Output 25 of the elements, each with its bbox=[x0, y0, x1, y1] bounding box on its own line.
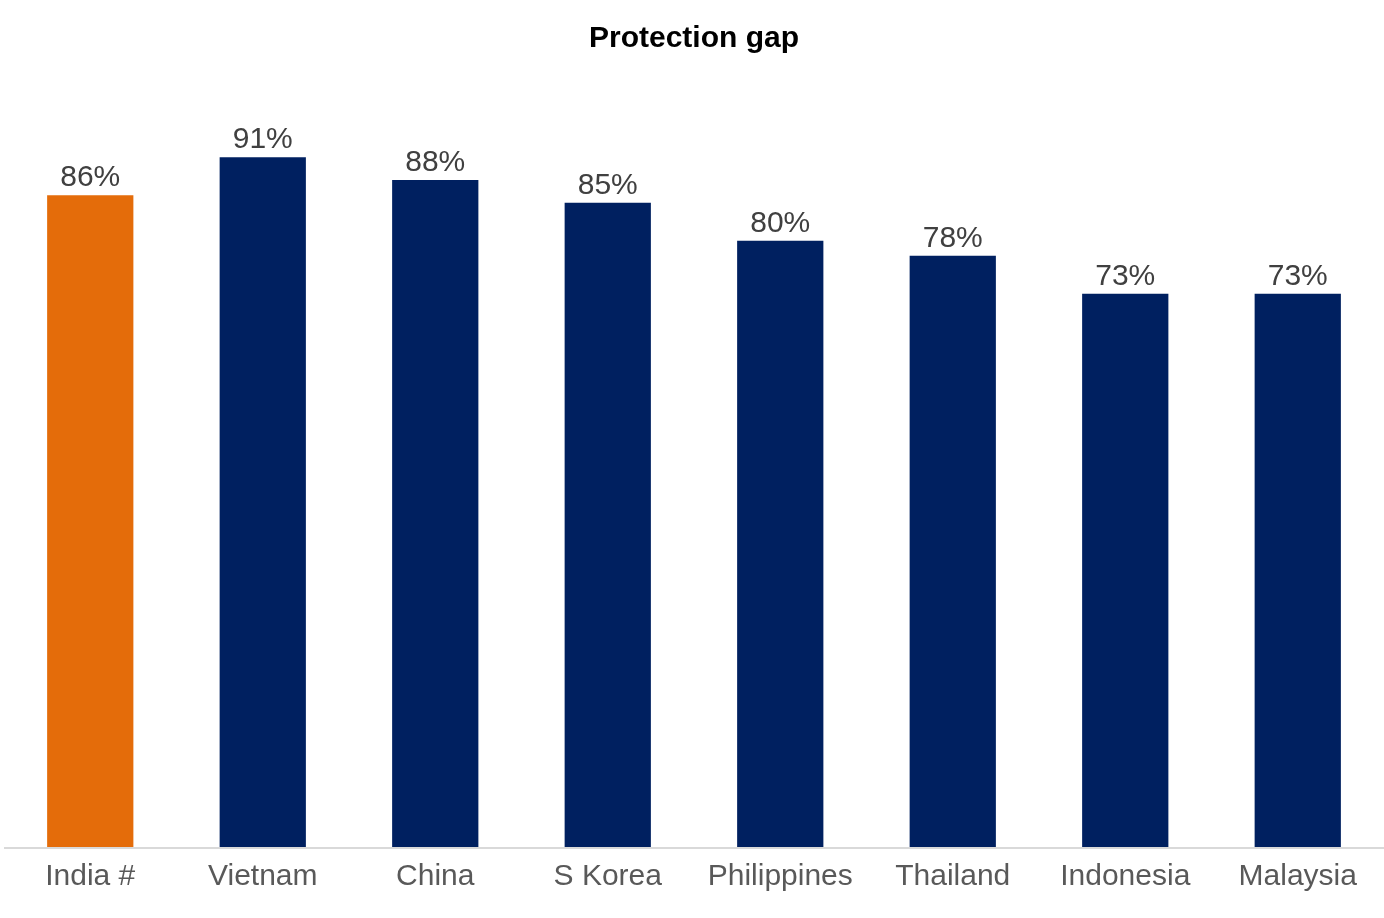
x-tick-label: Philippines bbox=[707, 858, 853, 891]
x-tick-label: Malaysia bbox=[1238, 858, 1358, 891]
bar bbox=[737, 240, 824, 847]
data-label: 73% bbox=[1267, 257, 1328, 291]
data-label: 86% bbox=[60, 159, 121, 193]
bar bbox=[1254, 293, 1341, 847]
data-label: 73% bbox=[1095, 257, 1156, 291]
chart-title: Protection gap bbox=[588, 19, 800, 53]
bar bbox=[392, 179, 479, 847]
data-label: 88% bbox=[405, 143, 466, 177]
x-tick-label: India # bbox=[45, 858, 136, 891]
x-tick-label: Thailand bbox=[895, 858, 1011, 891]
data-label: 80% bbox=[750, 204, 811, 238]
data-label: 78% bbox=[922, 219, 983, 253]
bar bbox=[909, 255, 996, 847]
bar bbox=[1082, 293, 1169, 847]
data-label: 85% bbox=[577, 166, 638, 200]
data-label: 91% bbox=[232, 121, 293, 155]
x-tick-label: China bbox=[396, 858, 475, 891]
bar bbox=[564, 202, 651, 847]
x-tick-label: Indonesia bbox=[1060, 858, 1191, 891]
bar bbox=[47, 195, 134, 847]
x-tick-label: S Korea bbox=[553, 858, 663, 891]
x-tick-label: Vietnam bbox=[207, 858, 318, 891]
bar bbox=[219, 157, 306, 847]
